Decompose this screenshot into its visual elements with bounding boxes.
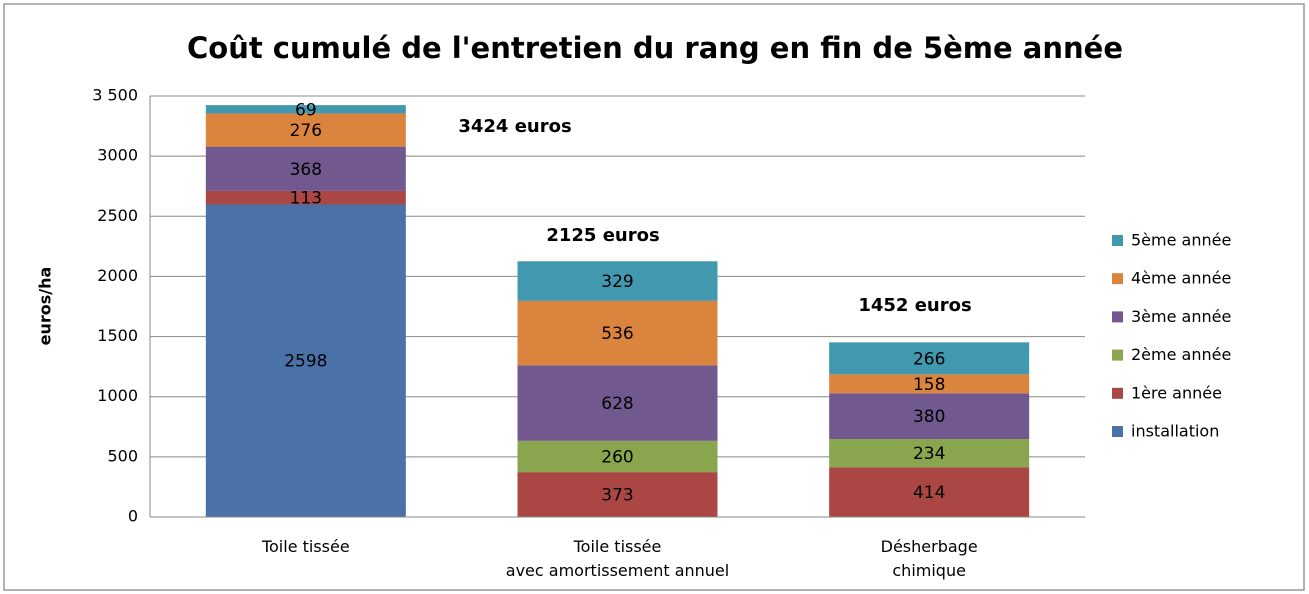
- legend-swatch: [1112, 387, 1123, 399]
- legend-label: 3ème année: [1131, 307, 1231, 326]
- y-tick-label: 2500: [97, 206, 138, 225]
- data-label: 2598: [284, 352, 327, 372]
- legend-label: installation: [1131, 422, 1219, 441]
- bar-segment: [205, 190, 406, 205]
- annotation: 1452 euros: [858, 295, 971, 316]
- bar-segment: [829, 439, 1030, 468]
- data-label: 380: [913, 407, 945, 427]
- data-label: 234: [913, 444, 945, 464]
- y-tick-label: 3000: [97, 146, 138, 165]
- legend-swatch: [1112, 235, 1123, 246]
- y-tick-label: 1500: [97, 326, 138, 345]
- data-label: 628: [601, 394, 633, 414]
- data-label: 158: [913, 375, 945, 395]
- legend-label: 5ème année: [1131, 231, 1231, 250]
- legend-label: 2ème année: [1131, 345, 1231, 364]
- data-label: 113: [290, 189, 322, 209]
- x-tick-label: Toile tissée: [261, 537, 350, 556]
- bar-segment: [517, 440, 718, 473]
- bar-segment: [829, 342, 1030, 375]
- x-tick-label: Désherbage chimique: [881, 537, 978, 580]
- data-label: 373: [601, 486, 633, 506]
- data-label: 536: [601, 324, 633, 344]
- y-tick-label: 0: [128, 507, 138, 526]
- y-tick-label: 500: [107, 446, 138, 465]
- bar-segment: [205, 204, 406, 517]
- y-axis-label: euros/ha: [36, 267, 55, 346]
- legend-swatch: [1112, 273, 1123, 285]
- data-label: 276: [290, 121, 322, 141]
- x-tick-label: Toile tissée avec amortissement annuel: [506, 537, 729, 580]
- bar-segment: [205, 113, 406, 147]
- legend-label: 1ère année: [1131, 383, 1222, 402]
- y-tick-label: 2000: [97, 266, 138, 285]
- legend-swatch: [1112, 311, 1123, 323]
- bar-segment: [517, 300, 718, 366]
- bar-segment: [829, 374, 1030, 394]
- data-label: 260: [601, 447, 633, 467]
- legend-swatch: [1112, 426, 1123, 437]
- bar-segment: [829, 467, 1030, 517]
- y-tick-label: 3 500: [92, 86, 138, 105]
- annotation: 2125 euros: [546, 225, 659, 246]
- data-label: 414: [913, 483, 945, 503]
- data-label: 69: [295, 100, 317, 120]
- bar-segment: [517, 365, 718, 441]
- legend-label: 4ème année: [1131, 269, 1231, 288]
- chart-title: Coût cumulé de l'entretien du rang en fi…: [187, 31, 1123, 65]
- y-tick-label: 1000: [97, 386, 138, 405]
- bar-segment: [517, 261, 718, 301]
- bar-segment: [205, 146, 406, 191]
- bar-segment: [517, 472, 718, 517]
- data-label: 266: [913, 349, 945, 369]
- data-label: 368: [290, 160, 322, 180]
- data-label: 329: [601, 272, 633, 292]
- bar-segment: [205, 105, 406, 114]
- legend-swatch: [1112, 349, 1123, 361]
- annotation: 3424 euros: [458, 116, 571, 137]
- bar-segment: [829, 393, 1030, 440]
